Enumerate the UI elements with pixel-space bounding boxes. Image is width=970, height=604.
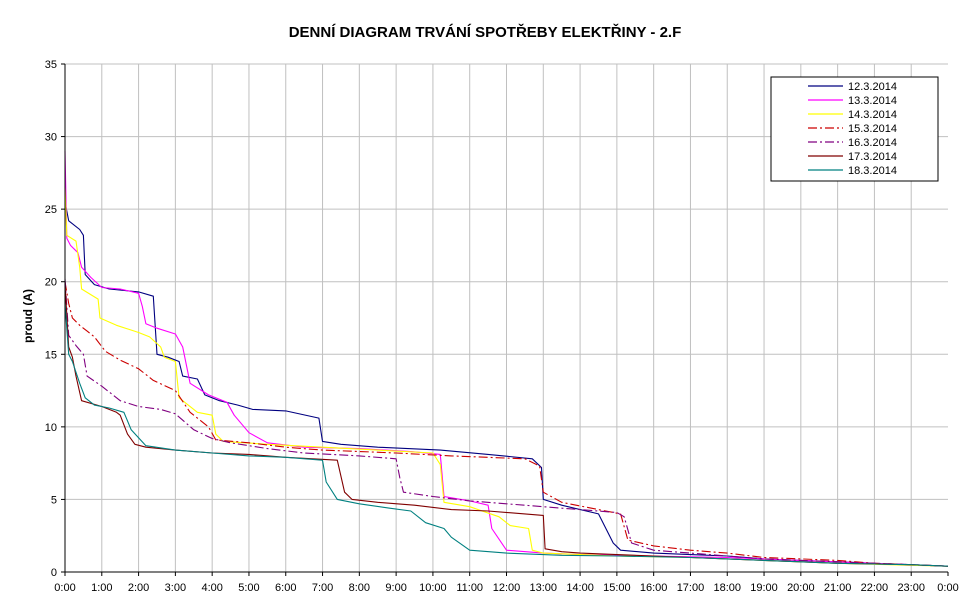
x-tick-label: 6:00 [275,582,296,594]
x-tick-label: 13:00 [530,582,558,594]
x-tick-label: 9:00 [385,582,406,594]
legend-box [770,76,939,182]
y-tick-label: 0 [51,567,57,579]
x-tick-label: 3:00 [165,582,186,594]
series-line-7 [64,303,949,567]
legend-entry: 16.3.2014 [848,137,897,149]
x-tick-label: 12:00 [493,582,521,594]
x-tick-label: 19:00 [750,582,778,594]
chart-title: DENNÍ DIAGRAM TRVÁNÍ SPOTŘEBY ELEKTŘINY … [289,23,682,41]
y-axis-title: proud (A) [21,289,35,343]
y-tick-label: 15 [45,349,57,361]
series-line-4 [64,281,949,567]
x-tick-label: 1:00 [91,582,112,594]
x-tick-label: 16:00 [640,582,668,594]
x-tick-label: 22:00 [861,582,889,594]
y-tick-label: 35 [45,59,57,71]
x-tick-label: 4:00 [201,582,222,594]
x-tick-label: 14:00 [566,582,594,594]
x-tick-label: 0:00 [54,582,75,594]
legend: 12.3.2014 13.3.2014 14.3.2014 15.3.2014 16.3… [770,76,939,182]
tick-labels: 0:00 1:00 2:00 3:00 4:00 5:00 6:00 7:00 8:00 9:00… [45,59,959,594]
x-tick-label: 2:00 [128,582,149,594]
x-tick-label: 21:00 [824,582,852,594]
legend-entry: 15.3.2014 [848,123,897,135]
y-tick-label: 25 [45,204,57,216]
legend-entry: 17.3.2014 [848,151,897,163]
x-tick-label: 10:00 [419,582,447,594]
x-tick-label: 17:00 [677,582,705,594]
x-tick-label: 5:00 [238,582,259,594]
y-tick-label: 30 [45,132,57,144]
series-lines [64,151,949,567]
x-tick-label: 20:00 [787,582,815,594]
x-tick-label: 0:00 [937,582,958,594]
legend-entry: 12.3.2014 [848,81,897,93]
legend-entry: 14.3.2014 [848,109,897,121]
y-tick-label: 5 [51,494,57,506]
x-tick-label: 23:00 [897,582,925,594]
series-line-5 [64,278,949,567]
x-tick-label: 18:00 [713,582,741,594]
legend-entry: 13.3.2014 [848,95,897,107]
x-tick-label: 15:00 [603,582,631,594]
y-tick-label: 20 [45,277,57,289]
y-tick-label: 10 [45,422,57,434]
legend-entry: 18.3.2014 [848,165,897,177]
x-tick-label: 8:00 [349,582,370,594]
x-tick-label: 7:00 [312,582,333,594]
x-tick-label: 11:00 [456,582,483,594]
axes [61,63,949,576]
